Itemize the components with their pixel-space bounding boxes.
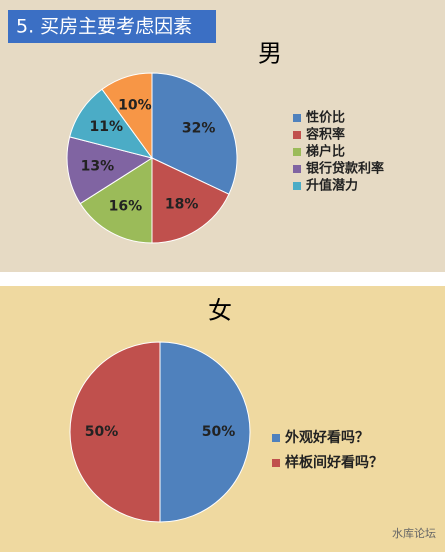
chart-title: 5. 买房主要考虑因素 (16, 16, 192, 38)
legend-label: 银行贷款利率 (306, 161, 384, 177)
data-label: 11% (90, 119, 124, 135)
subtitle: 女 (208, 297, 232, 325)
data-label: 18% (165, 197, 199, 213)
pie-slice (151, 72, 238, 195)
pie-slice (101, 72, 153, 160)
data-label: 32% (182, 120, 216, 136)
legend-label: 性价比 (306, 110, 345, 126)
legend-label: 外观好看吗？ (285, 429, 369, 446)
legend-label: 梯户比 (306, 144, 345, 160)
pie-slice (69, 341, 161, 523)
legend-swatch (293, 148, 301, 156)
pie-slice (151, 157, 230, 244)
legend-swatch (293, 114, 301, 122)
legend-swatch (272, 459, 280, 467)
legend-label: 样板间好看吗？ (285, 454, 383, 471)
pie-slice (79, 157, 153, 244)
data-label: 16% (109, 198, 143, 214)
data-label: 10% (118, 97, 152, 113)
data-label: 13% (81, 159, 115, 175)
watermark: 水库论坛 (392, 526, 436, 540)
legend-swatch (293, 182, 301, 190)
legend-label: 升值潜力 (306, 178, 358, 194)
data-label: 50% (202, 424, 236, 440)
legend-swatch (293, 131, 301, 139)
subtitle: 男 (258, 40, 282, 68)
legend-swatch (293, 165, 301, 173)
title-box (8, 10, 216, 43)
pie-slice (159, 341, 251, 523)
data-label: 50% (85, 424, 119, 440)
pie-slice (66, 136, 154, 205)
legend-label: 容积率 (305, 127, 345, 143)
legend-swatch (272, 434, 280, 442)
